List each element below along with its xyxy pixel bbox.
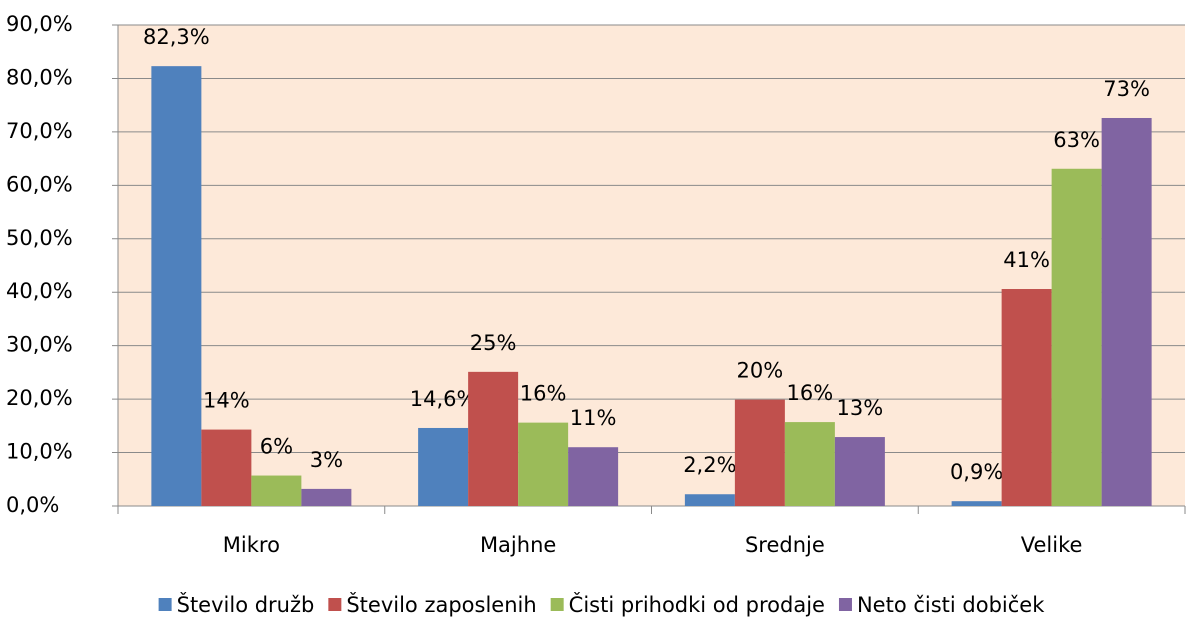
bar	[201, 429, 252, 506]
y-tick-label: 30,0%	[6, 333, 73, 357]
bar	[951, 501, 1002, 506]
x-tick-label: Mikro	[223, 533, 280, 557]
bar	[1101, 117, 1152, 506]
data-label: 73%	[1103, 77, 1150, 101]
data-label: 14,6%	[410, 387, 477, 411]
legend-swatch	[158, 598, 172, 611]
legend-swatch	[328, 598, 342, 611]
data-label: 41%	[1003, 248, 1050, 272]
bar	[301, 488, 352, 506]
legend-label: Število družb	[177, 592, 315, 617]
y-tick-label: 40,0%	[6, 279, 73, 303]
legend-swatch	[550, 598, 564, 611]
y-tick-label: 70,0%	[6, 119, 73, 143]
data-label: 25%	[470, 331, 517, 355]
data-label: 16%	[787, 381, 834, 405]
x-tick-label: Srednje	[745, 533, 825, 557]
bar	[1051, 168, 1102, 506]
bar	[568, 447, 619, 506]
x-tick-label: Velike	[1021, 533, 1083, 557]
bar	[468, 371, 519, 506]
y-tick-label: 10,0%	[6, 440, 73, 464]
y-tick-label: 90,0%	[6, 12, 73, 36]
data-label: 11%	[570, 406, 617, 430]
bar	[684, 494, 735, 506]
x-tick-label: Majhne	[480, 533, 556, 557]
y-tick-label: 0,0%	[6, 493, 59, 517]
legend-label: Število zaposlenih	[346, 592, 536, 617]
y-tick-label: 60,0%	[6, 172, 73, 196]
data-label: 82,3%	[143, 25, 210, 49]
bar	[251, 475, 302, 506]
data-label: 16%	[520, 382, 567, 406]
legend-swatch	[838, 598, 852, 611]
bar	[1001, 289, 1052, 506]
data-label: 13%	[837, 396, 884, 420]
data-label: 0,9%	[950, 460, 1003, 484]
data-label: 2,2%	[683, 453, 736, 477]
bar	[734, 399, 785, 506]
data-label: 20%	[737, 359, 784, 383]
bar	[518, 422, 569, 506]
y-tick-label: 20,0%	[6, 386, 73, 410]
y-tick-label: 80,0%	[6, 65, 73, 89]
data-label: 3%	[310, 448, 343, 472]
bar	[418, 427, 469, 506]
legend-label: Neto čisti dobiček	[857, 593, 1045, 617]
data-label: 6%	[260, 435, 293, 459]
bar	[834, 437, 885, 506]
bar	[151, 66, 202, 506]
data-label: 14%	[203, 389, 250, 413]
y-tick-label: 50,0%	[6, 226, 73, 250]
legend-label: Čisti prihodki od prodaje	[569, 592, 825, 617]
data-label: 63%	[1053, 128, 1100, 152]
bar	[784, 422, 835, 506]
